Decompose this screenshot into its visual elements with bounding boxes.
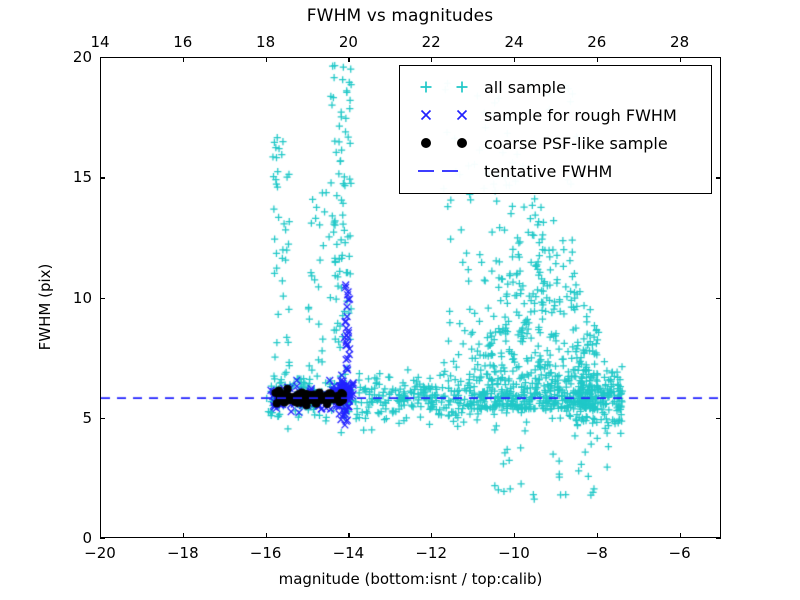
axis-tick xyxy=(265,533,267,538)
legend-entry[interactable]: coarse PSF-like sample xyxy=(408,129,701,157)
axis-tick xyxy=(100,538,105,540)
axis-tick xyxy=(679,533,681,538)
legend-marker-dot-icon xyxy=(408,136,480,150)
axis-tick xyxy=(265,57,267,62)
legend-marker-dashed-line-icon xyxy=(408,164,480,178)
y-tick-label: 20 xyxy=(72,48,92,66)
legend-entry[interactable]: sample for rough FWHM xyxy=(408,101,701,129)
legend-entry[interactable]: tentative FWHM xyxy=(408,157,701,185)
chart-title: FWHM vs magnitudes xyxy=(306,6,494,26)
legend-entry[interactable]: all sample xyxy=(408,73,701,101)
x-tick-label-top: 28 xyxy=(670,33,690,51)
axis-tick xyxy=(514,57,516,62)
x-tick-label-bottom: −18 xyxy=(166,544,199,562)
axis-tick xyxy=(716,538,721,540)
x-tick-label-bottom: −16 xyxy=(249,544,282,562)
y-tick-label: 0 xyxy=(82,529,92,547)
legend-marker-plus-icon xyxy=(408,80,480,94)
y-tick-label: 10 xyxy=(72,288,92,307)
x-tick-label-top: 16 xyxy=(173,33,193,51)
x-tick-label-top: 14 xyxy=(90,33,110,51)
axis-tick xyxy=(431,57,433,62)
axis-tick xyxy=(596,57,599,62)
axis-tick xyxy=(431,533,433,538)
axis-tick xyxy=(100,57,105,59)
axis-tick xyxy=(348,533,350,538)
x-tick-label-top: 26 xyxy=(587,33,607,51)
x-axis-title: magnitude (bottom:isnt / top:calib) xyxy=(278,570,543,588)
legend-label: tentative FWHM xyxy=(484,161,613,181)
axis-tick xyxy=(100,297,105,299)
legend: all sample sample for rough FWHM coarse PS… xyxy=(399,65,712,194)
y-axis-title: FWHM (pix) xyxy=(36,263,54,351)
axis-tick xyxy=(716,57,721,59)
axis-tick xyxy=(716,417,721,420)
x-tick-label-bottom: −12 xyxy=(415,544,448,562)
x-tick-label-top: 18 xyxy=(256,33,276,51)
axis-tick xyxy=(182,57,185,62)
y-tick-label: 5 xyxy=(82,408,92,427)
legend-label: all sample xyxy=(484,77,566,97)
axis-tick xyxy=(716,297,721,299)
x-tick-label-bottom: −14 xyxy=(332,544,365,562)
legend-label: coarse PSF-like sample xyxy=(484,133,668,153)
x-tick-label-bottom: −6 xyxy=(668,544,691,562)
legend-label: sample for rough FWHM xyxy=(484,105,677,125)
y-tick-label: 15 xyxy=(72,168,92,187)
axis-tick xyxy=(716,177,721,179)
x-tick-label-top: 20 xyxy=(338,33,358,51)
x-tick-label-bottom: −20 xyxy=(84,544,116,562)
axis-tick xyxy=(679,57,681,62)
axis-tick xyxy=(182,533,185,538)
axis-tick xyxy=(100,533,102,538)
x-tick-label-bottom: −10 xyxy=(498,544,530,562)
axis-tick xyxy=(596,533,599,538)
axis-tick xyxy=(348,57,350,62)
axis-tick xyxy=(100,57,102,62)
x-tick-label-bottom: −8 xyxy=(585,544,608,562)
x-tick-label-top: 24 xyxy=(504,33,524,51)
legend-marker-cross-icon xyxy=(408,108,480,122)
axis-tick xyxy=(100,417,105,420)
axis-tick xyxy=(100,177,105,179)
axis-tick xyxy=(514,533,516,538)
x-tick-label-top: 22 xyxy=(421,33,441,51)
